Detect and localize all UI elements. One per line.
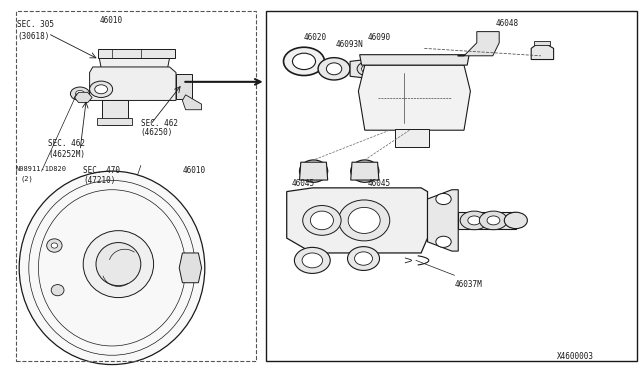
Text: (2): (2) bbox=[20, 176, 33, 182]
Polygon shape bbox=[90, 67, 176, 100]
Ellipse shape bbox=[355, 252, 372, 265]
Bar bbox=[16, 11, 256, 361]
Polygon shape bbox=[360, 55, 469, 65]
Text: 46020: 46020 bbox=[304, 33, 327, 42]
Polygon shape bbox=[350, 60, 366, 78]
Bar bbox=[458, 212, 516, 228]
Ellipse shape bbox=[351, 160, 379, 182]
Ellipse shape bbox=[468, 216, 481, 225]
Ellipse shape bbox=[357, 165, 372, 177]
Ellipse shape bbox=[19, 171, 205, 365]
Bar bbox=[97, 118, 132, 125]
Text: X4600003: X4600003 bbox=[557, 352, 594, 360]
Ellipse shape bbox=[47, 239, 62, 252]
Ellipse shape bbox=[96, 243, 141, 286]
Ellipse shape bbox=[357, 62, 375, 76]
Text: N08911-1D820: N08911-1D820 bbox=[16, 166, 67, 171]
Bar bbox=[534, 41, 550, 45]
Ellipse shape bbox=[302, 253, 323, 268]
Ellipse shape bbox=[292, 53, 316, 70]
Ellipse shape bbox=[436, 236, 451, 247]
Polygon shape bbox=[358, 65, 470, 130]
Polygon shape bbox=[300, 162, 328, 180]
Polygon shape bbox=[74, 92, 92, 103]
Ellipse shape bbox=[303, 205, 341, 235]
Polygon shape bbox=[428, 190, 458, 251]
Text: 46093N: 46093N bbox=[336, 40, 364, 49]
Ellipse shape bbox=[326, 63, 342, 75]
Ellipse shape bbox=[51, 285, 64, 296]
Polygon shape bbox=[531, 45, 554, 60]
Polygon shape bbox=[99, 58, 170, 74]
Text: 46045: 46045 bbox=[291, 179, 314, 187]
Text: SEC. 470: SEC. 470 bbox=[83, 166, 120, 174]
Text: SEC. 462: SEC. 462 bbox=[141, 119, 178, 128]
Polygon shape bbox=[179, 253, 202, 283]
Ellipse shape bbox=[318, 58, 350, 80]
Polygon shape bbox=[287, 188, 428, 253]
Ellipse shape bbox=[294, 247, 330, 273]
Text: (30618): (30618) bbox=[17, 32, 50, 41]
Ellipse shape bbox=[90, 81, 113, 97]
Polygon shape bbox=[458, 32, 499, 56]
Text: 46048: 46048 bbox=[496, 19, 519, 28]
Bar bbox=[394, 129, 429, 147]
Ellipse shape bbox=[306, 165, 321, 177]
Ellipse shape bbox=[348, 247, 380, 270]
Text: 46010: 46010 bbox=[99, 16, 122, 25]
Bar bbox=[266, 11, 637, 361]
Text: 46045: 46045 bbox=[368, 179, 391, 187]
Ellipse shape bbox=[487, 216, 500, 225]
Ellipse shape bbox=[460, 211, 488, 230]
Text: SEC. 305: SEC. 305 bbox=[17, 20, 54, 29]
Polygon shape bbox=[182, 95, 202, 110]
Bar bbox=[98, 49, 175, 58]
Bar bbox=[102, 100, 128, 125]
Ellipse shape bbox=[284, 47, 324, 76]
Ellipse shape bbox=[70, 87, 90, 100]
Text: (46252M): (46252M) bbox=[48, 150, 85, 158]
Text: 46037M: 46037M bbox=[454, 280, 482, 289]
Polygon shape bbox=[176, 74, 192, 99]
Ellipse shape bbox=[339, 200, 390, 241]
Ellipse shape bbox=[76, 90, 84, 97]
Text: (47210): (47210) bbox=[83, 176, 116, 185]
Text: 46090: 46090 bbox=[368, 33, 391, 42]
Ellipse shape bbox=[504, 212, 527, 228]
Ellipse shape bbox=[51, 243, 58, 248]
Ellipse shape bbox=[479, 211, 508, 230]
Ellipse shape bbox=[95, 85, 108, 94]
Text: 46010: 46010 bbox=[182, 166, 205, 174]
Text: SEC. 462: SEC. 462 bbox=[48, 140, 85, 148]
Ellipse shape bbox=[83, 231, 154, 298]
Ellipse shape bbox=[310, 211, 333, 230]
Ellipse shape bbox=[436, 193, 451, 205]
Ellipse shape bbox=[348, 207, 380, 234]
Ellipse shape bbox=[362, 65, 371, 73]
Ellipse shape bbox=[300, 160, 328, 182]
Polygon shape bbox=[351, 162, 379, 180]
Text: (46250): (46250) bbox=[141, 128, 173, 137]
